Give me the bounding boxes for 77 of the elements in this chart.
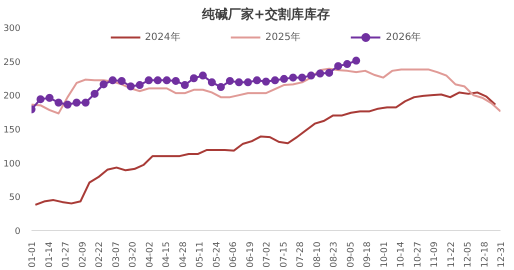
- x-tick-label: 11-09: [430, 241, 440, 268]
- point: [252, 76, 261, 84]
- x-tick-label: 02-09: [78, 241, 88, 268]
- point: [307, 72, 316, 80]
- point: [208, 78, 216, 86]
- point: [54, 98, 63, 107]
- point: [244, 78, 252, 86]
- x-tick-label: 05-24: [212, 241, 222, 268]
- x-tick-label: 07-15: [279, 241, 290, 268]
- x-tick-label: 07-02: [262, 241, 272, 268]
- point: [82, 98, 90, 107]
- point: [108, 76, 117, 84]
- x-tick-label: 12-05: [464, 241, 474, 268]
- x-tick-label: 09-18: [363, 241, 373, 268]
- x-tick-label: 03-20: [128, 241, 138, 268]
- y-tick-label: 300: [3, 24, 21, 34]
- y-tick-label: 200: [3, 92, 21, 102]
- x-tick-label: 10-14: [396, 241, 406, 268]
- x-tick-label: 04-02: [145, 241, 156, 268]
- y-tick-label: 150: [3, 126, 21, 136]
- point: [118, 76, 126, 85]
- point: [334, 62, 342, 70]
- point: [289, 74, 298, 82]
- x-tick-label: 01-14: [44, 241, 55, 268]
- point: [46, 94, 54, 102]
- x-tick-label: 06-19: [246, 241, 256, 268]
- x-tick-label: 01-27: [62, 241, 72, 268]
- point: [298, 74, 306, 82]
- point: [162, 76, 171, 84]
- y-tick-label: 0: [14, 227, 21, 237]
- point: [226, 76, 234, 85]
- x-tick-label: 02-22: [95, 241, 105, 268]
- point: [154, 76, 162, 84]
- y-tick-label: 100: [3, 159, 21, 170]
- point: [126, 82, 135, 90]
- x-tick-label: 08-23: [330, 241, 340, 268]
- point: [325, 68, 334, 77]
- x-tick-label: 03-07: [112, 241, 122, 268]
- point: [180, 81, 189, 90]
- line-series: [34, 91, 496, 206]
- x-tick-label: 10-27: [413, 241, 424, 268]
- x-tick-label: 08-10: [312, 241, 323, 268]
- point: [343, 60, 352, 68]
- point: [280, 74, 288, 83]
- point: [316, 70, 324, 78]
- x-tick-label: 09-05: [346, 241, 356, 268]
- point: [144, 76, 153, 84]
- x-tick-label: 07-28: [296, 241, 306, 268]
- point: [72, 98, 81, 107]
- point: [352, 56, 360, 65]
- point: [271, 76, 280, 84]
- point: [64, 100, 72, 109]
- x-tick-label: 04-28: [178, 241, 189, 268]
- x-tick-label: 06-06: [229, 241, 239, 268]
- x-tick-label: 10-01: [380, 241, 390, 268]
- legend-label: 2024年: [144, 31, 180, 44]
- x-tick-label: 12-31: [497, 241, 507, 268]
- point: [90, 90, 99, 98]
- x-tick-label: 12-18: [480, 241, 490, 268]
- x-tick-label: 01-01: [28, 241, 38, 268]
- y-tick-label: 50: [9, 193, 21, 204]
- point: [36, 95, 45, 104]
- point: [234, 78, 243, 86]
- point: [190, 74, 198, 82]
- legend-label: 2025年: [265, 31, 301, 44]
- point: [262, 78, 270, 86]
- y-tick-label: 250: [3, 58, 21, 68]
- x-tick-label: 05-11: [196, 241, 206, 268]
- legend-label: 2026年: [386, 31, 422, 44]
- point: [172, 76, 180, 85]
- point: [198, 72, 207, 80]
- point: [100, 80, 108, 88]
- x-tick-label: 04-15: [162, 241, 172, 268]
- point: [216, 83, 225, 92]
- point: [136, 81, 144, 90]
- chart-title: 纯碱厂家+交割库库存: [201, 6, 330, 22]
- x-tick-label: 11-22: [446, 241, 457, 268]
